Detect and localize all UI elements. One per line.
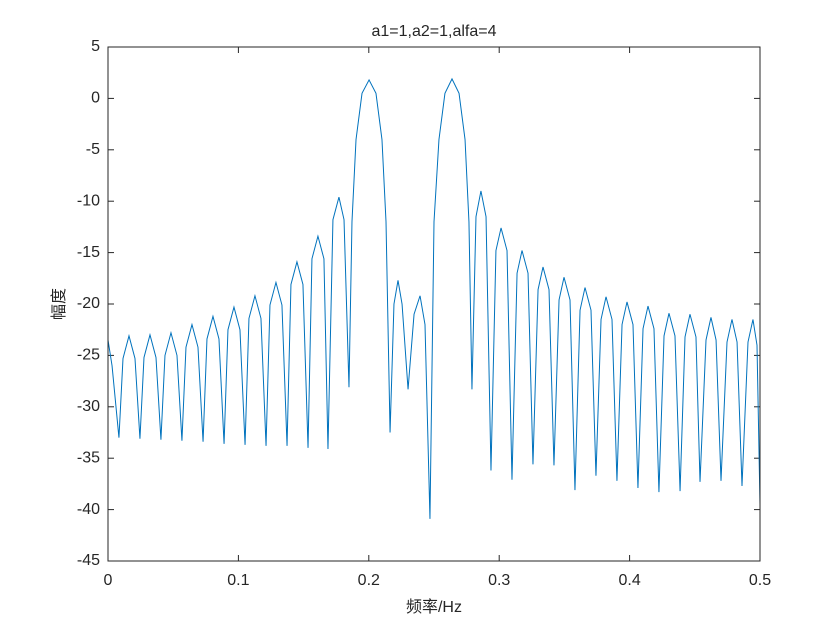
y-tick-label: -5 [86,141,100,158]
y-tick-label: -15 [77,244,100,261]
x-tick-label: 0.4 [618,572,640,589]
x-tick-label: 0 [104,572,113,589]
x-tick-label: 0.3 [488,572,510,589]
y-axis-label: 幅度 [50,288,68,320]
data-line [107,77,761,519]
axes-box [107,46,761,562]
y-tick-label: -40 [77,501,100,518]
y-tick-label: -25 [77,347,100,364]
y-tick-label: -10 [77,192,100,209]
x-tick-label: 0.5 [749,572,771,589]
y-tick-label: -30 [77,398,100,415]
y-tick-label: 5 [91,38,100,55]
y-tick-label: -35 [77,449,100,466]
y-tick-label: -45 [77,552,100,569]
chart-title: a1=1,a2=1,alfa=4 [371,23,496,40]
y-tick-label: 0 [91,90,100,107]
y-tick-label: -20 [77,295,100,312]
x-tick-label: 0.2 [358,572,380,589]
x-tick-label: 0.1 [227,572,249,589]
x-axis-label: 频率/Hz [406,598,462,616]
